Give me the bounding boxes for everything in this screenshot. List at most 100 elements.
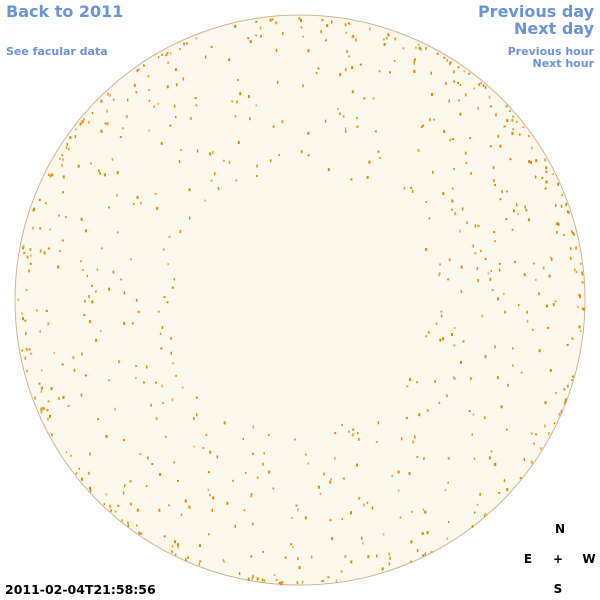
facula [414,435,416,439]
facula [440,314,443,318]
facula [453,80,456,83]
facula [555,204,557,207]
facula [443,130,446,133]
facula [110,509,112,512]
facula [410,186,413,189]
facula [542,266,545,270]
facula [358,496,361,500]
previous-day-link[interactable]: Previous day [477,2,594,21]
facula [103,503,106,506]
facula [497,297,499,301]
facula [47,400,50,403]
facula [256,476,259,479]
facula [344,23,347,27]
facula [91,300,94,304]
facula [275,21,278,25]
facula [136,524,138,527]
previous-hour-link[interactable]: Previous hour [507,45,594,58]
back-link[interactable]: Back to 2011 [6,2,124,21]
facula [40,407,43,411]
facula [154,192,157,195]
facula [512,128,514,131]
facula [452,376,455,379]
next-hour-link[interactable]: Next hour [532,57,595,70]
facula [250,555,253,558]
facula [310,555,313,559]
facula [449,138,452,142]
facula [488,456,491,460]
facula [422,508,425,511]
facula [39,227,42,230]
facula [581,271,583,274]
facula [426,531,429,535]
facula [501,190,503,194]
facula [581,272,584,276]
facula [526,310,528,314]
facula [442,337,445,341]
facula [473,457,476,460]
facula [105,434,108,438]
facula [61,363,64,366]
facula [321,19,324,22]
facula [355,38,357,42]
facula [130,258,132,261]
facula [165,54,168,57]
facula [493,463,496,467]
facula [391,474,394,477]
facula [30,352,33,355]
facula [427,330,430,334]
facula [171,550,173,554]
facula [366,501,369,504]
facula [511,131,514,135]
facula [170,337,172,340]
facula [162,402,165,404]
facula [106,122,109,126]
facular-link[interactable]: See facular data [6,45,108,58]
facula [472,413,475,416]
facula [352,34,355,38]
facula [262,550,264,553]
facula [160,142,163,145]
facula [304,516,307,520]
facula [143,64,145,67]
facula [346,50,348,53]
facula [45,310,48,312]
facula [268,433,270,436]
facula [484,513,487,516]
facula [135,376,137,379]
facula [195,37,198,40]
facula [490,269,493,272]
facula [179,48,181,50]
facula [547,326,550,329]
facula [460,360,462,364]
facula [432,170,434,174]
facula [447,481,449,484]
facula [342,477,345,480]
facula [47,173,50,176]
facula [433,118,435,121]
facula [109,93,111,97]
facula [120,278,122,281]
facula [447,456,450,460]
next-day-link[interactable]: Next day [514,19,594,38]
facula [580,329,582,332]
facula [459,84,462,86]
facula [119,136,122,138]
facula [138,531,141,535]
facula [237,141,240,145]
facula [341,518,344,521]
facula [445,394,448,398]
facula [150,403,152,407]
facula [81,269,84,272]
facula [282,31,284,35]
facula [263,579,266,582]
facula [420,125,423,128]
facula [422,554,425,557]
facula [239,92,242,96]
facula [552,173,554,176]
facula [447,521,450,524]
facula [242,437,244,440]
facula [341,424,343,426]
facula [83,118,85,121]
facula [184,499,187,503]
